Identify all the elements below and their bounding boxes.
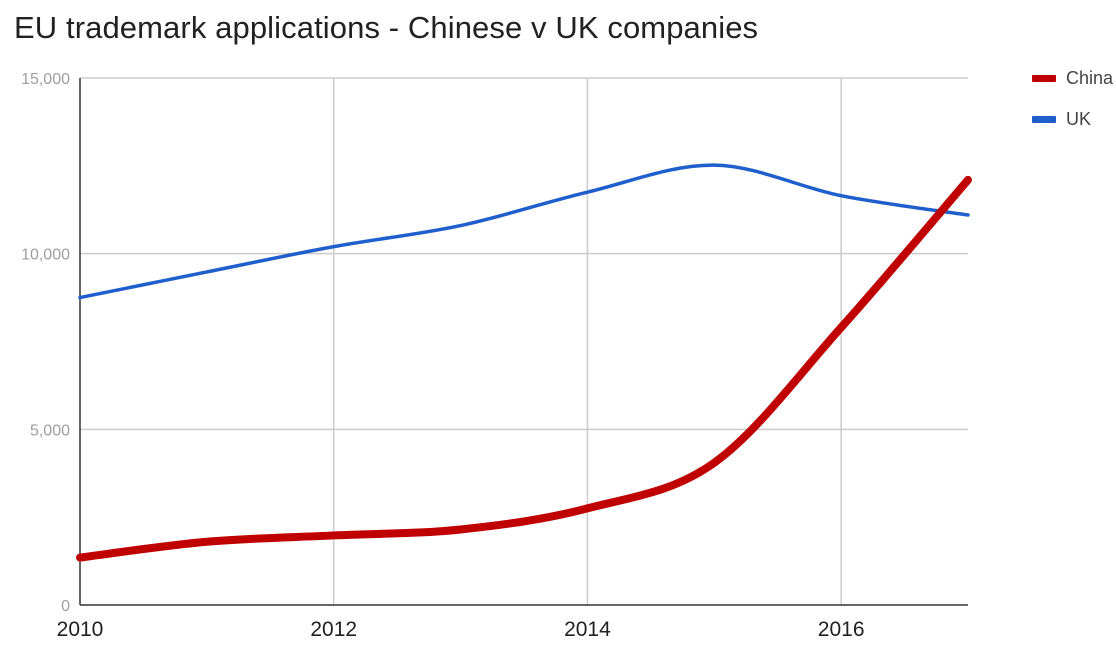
y-tick-label: 15,000 (21, 71, 70, 88)
legend-item-uk[interactable]: UK (1032, 109, 1113, 129)
y-tick-label: 0 (61, 598, 70, 615)
axes (79, 78, 968, 606)
x-tick-label: 2012 (310, 618, 357, 641)
series-line-china[interactable] (76, 175, 972, 562)
x-tick-label: 2016 (818, 618, 865, 641)
gridlines (80, 77, 968, 605)
y-tick-label: 5,000 (30, 422, 70, 439)
legend-label-china: China (1066, 67, 1114, 88)
y-tick-label: 10,000 (21, 247, 70, 264)
legend: China UK (1032, 68, 1113, 150)
tick-labels: 0 5,000 10,000 15,000 2010 2012 2014 2016 (21, 71, 864, 641)
uk-swatch (1032, 115, 1056, 123)
chart-title: EU trademark applications - Chinese v UK… (14, 10, 759, 45)
series-line-uk[interactable] (78, 163, 970, 300)
x-tick-label: 2010 (57, 618, 104, 641)
legend-label-uk: UK (1066, 108, 1092, 129)
china-swatch (1032, 74, 1056, 82)
legend-item-china[interactable]: China (1032, 68, 1113, 88)
x-tick-label: 2014 (564, 618, 611, 641)
series-lines (76, 163, 972, 562)
